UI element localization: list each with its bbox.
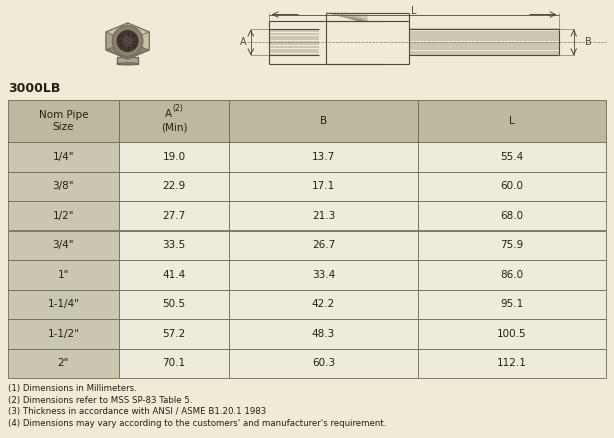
Bar <box>119 230 229 260</box>
Text: 22.9: 22.9 <box>162 181 185 191</box>
Bar <box>8 100 119 142</box>
Text: 70.1: 70.1 <box>162 358 185 368</box>
Bar <box>119 319 229 349</box>
Bar <box>8 349 119 378</box>
Text: 68.0: 68.0 <box>500 211 523 221</box>
Polygon shape <box>106 32 128 50</box>
Bar <box>229 100 418 142</box>
Polygon shape <box>106 23 149 59</box>
Text: (1) Dimensions in Millimeters.: (1) Dimensions in Millimeters. <box>8 384 137 393</box>
Text: 1-1/4": 1-1/4" <box>47 299 79 309</box>
Bar <box>229 319 418 349</box>
Text: A: A <box>240 37 247 47</box>
Text: 27.7: 27.7 <box>162 211 185 221</box>
Bar <box>119 349 229 378</box>
Bar <box>418 290 606 319</box>
Bar <box>8 230 119 260</box>
Text: A: A <box>165 109 173 119</box>
Text: 75.9: 75.9 <box>500 240 524 250</box>
Text: Nom Pipe
Size: Nom Pipe Size <box>39 110 88 132</box>
Polygon shape <box>128 32 149 50</box>
Text: 55.4: 55.4 <box>500 152 524 162</box>
Bar <box>418 349 606 378</box>
Text: 33.4: 33.4 <box>312 270 335 280</box>
Text: 3/8": 3/8" <box>53 181 74 191</box>
Text: L: L <box>509 116 515 126</box>
Text: 1/2": 1/2" <box>53 211 74 221</box>
Bar <box>229 142 418 172</box>
Text: 26.7: 26.7 <box>312 240 335 250</box>
Bar <box>119 142 229 172</box>
Bar <box>119 201 229 230</box>
Text: 1-1/2": 1-1/2" <box>47 329 79 339</box>
Text: (3) Thickness in accordance with ANSI / ASME B1.20.1 1983: (3) Thickness in accordance with ANSI / … <box>8 407 266 416</box>
Text: 41.4: 41.4 <box>162 270 185 280</box>
Bar <box>119 100 229 142</box>
Text: 21.3: 21.3 <box>312 211 335 221</box>
Text: B: B <box>585 37 591 47</box>
Text: 33.5: 33.5 <box>162 240 185 250</box>
Bar <box>418 319 606 349</box>
Bar <box>418 100 606 142</box>
Bar <box>418 172 606 201</box>
Bar <box>229 349 418 378</box>
Bar <box>229 201 418 230</box>
Bar <box>418 201 606 230</box>
Text: 3/4": 3/4" <box>53 240 74 250</box>
Text: 60.0: 60.0 <box>500 181 523 191</box>
Text: 42.2: 42.2 <box>312 299 335 309</box>
Text: 50.5: 50.5 <box>162 299 185 309</box>
Bar <box>8 201 119 230</box>
Text: (2) Dimensions refer to MSS SP-83 Table 5.: (2) Dimensions refer to MSS SP-83 Table … <box>8 396 193 405</box>
Text: (Min): (Min) <box>161 123 187 133</box>
Bar <box>8 290 119 319</box>
Polygon shape <box>128 41 149 59</box>
Text: (2): (2) <box>173 103 184 113</box>
Bar <box>8 142 119 172</box>
Bar <box>229 290 418 319</box>
Text: (4) Dimensions may vary according to the customers' and manufacturer's requireme: (4) Dimensions may vary according to the… <box>8 418 386 427</box>
Circle shape <box>117 31 138 51</box>
Text: L: L <box>411 6 417 16</box>
Bar <box>119 290 229 319</box>
Bar <box>119 172 229 201</box>
Bar <box>229 172 418 201</box>
Text: 2": 2" <box>58 358 69 368</box>
Text: 112.1: 112.1 <box>497 358 527 368</box>
Text: 19.0: 19.0 <box>162 152 185 162</box>
Text: B: B <box>320 116 327 126</box>
Text: 13.7: 13.7 <box>312 152 335 162</box>
Bar <box>418 260 606 290</box>
Text: 1/4": 1/4" <box>53 152 74 162</box>
Bar <box>8 319 119 349</box>
Text: 17.1: 17.1 <box>312 181 335 191</box>
Bar <box>117 57 138 64</box>
Text: 57.2: 57.2 <box>162 329 185 339</box>
Circle shape <box>112 26 143 57</box>
Text: 1": 1" <box>58 270 69 280</box>
Polygon shape <box>106 41 128 59</box>
Bar <box>229 230 418 260</box>
Bar <box>418 142 606 172</box>
Text: 100.5: 100.5 <box>497 329 527 339</box>
Bar <box>418 230 606 260</box>
Text: 3000LB: 3000LB <box>8 82 60 95</box>
Polygon shape <box>128 23 149 41</box>
Bar <box>8 172 119 201</box>
Text: 60.3: 60.3 <box>312 358 335 368</box>
Bar <box>8 260 119 290</box>
Bar <box>119 260 229 290</box>
Text: 95.1: 95.1 <box>500 299 524 309</box>
Polygon shape <box>106 23 128 41</box>
Bar <box>229 260 418 290</box>
Ellipse shape <box>117 63 138 65</box>
Text: 48.3: 48.3 <box>312 329 335 339</box>
Text: 86.0: 86.0 <box>500 270 523 280</box>
